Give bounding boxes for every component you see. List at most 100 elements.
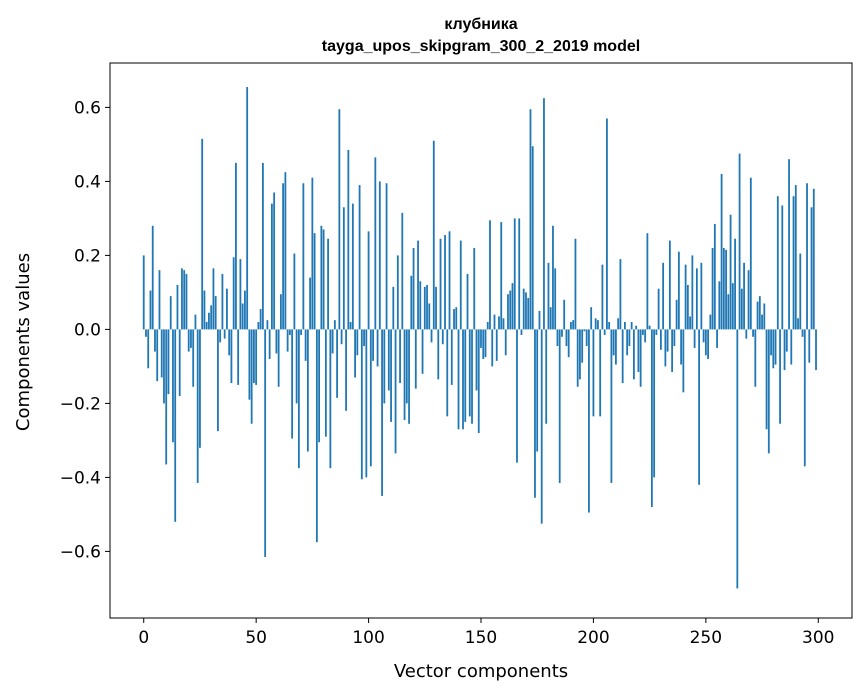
bar: [581, 329, 584, 363]
bar: [538, 310, 541, 330]
bar: [740, 288, 743, 330]
y-axis-ticks: −0.6 −0.4 −0.2 0.0 0.2 0.4 0.6: [60, 98, 110, 562]
bar: [615, 329, 617, 365]
bar: [686, 285, 689, 330]
bar: [536, 329, 539, 452]
bar: [145, 329, 147, 337]
bar: [174, 329, 177, 522]
bar: [783, 329, 786, 371]
bar: [545, 329, 548, 424]
bar: [529, 109, 532, 330]
bar: [774, 329, 777, 365]
bar: [185, 273, 188, 330]
bar: [192, 329, 195, 387]
bar: [165, 329, 168, 465]
bar: [462, 329, 464, 430]
bar: [552, 225, 554, 330]
bar: [803, 329, 806, 467]
bar: [648, 325, 651, 330]
bar: [527, 297, 530, 330]
bar: [421, 329, 424, 374]
bar: [199, 329, 201, 448]
bar: [682, 329, 685, 393]
bar: [412, 248, 415, 330]
bar: [700, 262, 703, 330]
bar: [749, 177, 752, 330]
bar: [214, 296, 217, 330]
bar: [172, 329, 174, 443]
bar: [392, 286, 395, 330]
bar: [394, 329, 397, 454]
bar: [507, 294, 509, 330]
bar: [495, 329, 498, 361]
bar: [306, 329, 309, 452]
bar: [776, 196, 779, 330]
bar: [662, 262, 665, 330]
bar: [745, 329, 748, 339]
bar: [659, 329, 662, 350]
bar: [704, 329, 707, 356]
bar: [403, 329, 406, 421]
bar: [608, 322, 611, 330]
bar: [336, 329, 338, 398]
bar: [466, 273, 469, 330]
bar: [284, 172, 287, 330]
bar: [709, 314, 712, 330]
bar: [327, 238, 329, 330]
bar: [387, 329, 390, 391]
bar: [561, 329, 563, 337]
bar: [142, 255, 145, 330]
bar: [646, 233, 649, 330]
bar: [266, 320, 269, 330]
bar: [585, 329, 588, 347]
bar: [504, 329, 507, 356]
bar: [633, 329, 635, 380]
bar: [381, 329, 383, 496]
bar: [437, 329, 440, 380]
bar: [673, 329, 676, 347]
bar: [693, 329, 696, 348]
bar: [722, 248, 725, 330]
bar: [360, 329, 363, 480]
bar: [698, 329, 700, 485]
bar: [367, 231, 370, 330]
bar: [752, 329, 754, 337]
bar: [599, 329, 602, 417]
bar: [363, 329, 365, 347]
bar: [621, 329, 624, 384]
bar: [313, 233, 316, 330]
bar: [576, 329, 579, 387]
bar: [300, 329, 303, 335]
bar: [641, 329, 644, 335]
bar: [765, 329, 768, 430]
bar: [671, 329, 674, 372]
bar: [547, 262, 550, 330]
bar: [354, 329, 356, 378]
bar: [277, 329, 280, 387]
bar: [270, 203, 273, 330]
bar: [554, 268, 557, 330]
bar: [464, 329, 467, 422]
bar: [486, 322, 489, 330]
bar: [480, 329, 482, 348]
bar: [196, 329, 199, 483]
bar: [183, 270, 186, 330]
bar: [734, 238, 736, 330]
bar-series: [142, 87, 817, 589]
bar: [736, 329, 739, 589]
bar: [221, 273, 224, 330]
bar: [410, 275, 413, 330]
x-axis-label: Vector components: [394, 661, 568, 682]
bar: [223, 329, 226, 339]
bar: [208, 312, 210, 330]
bar: [491, 329, 494, 367]
bar: [657, 288, 660, 330]
bar: [275, 329, 278, 354]
bar: [457, 329, 460, 430]
bar: [232, 257, 235, 330]
bar: [345, 329, 347, 411]
bar: [509, 290, 512, 330]
bar: [167, 329, 170, 395]
bar: [594, 318, 597, 330]
